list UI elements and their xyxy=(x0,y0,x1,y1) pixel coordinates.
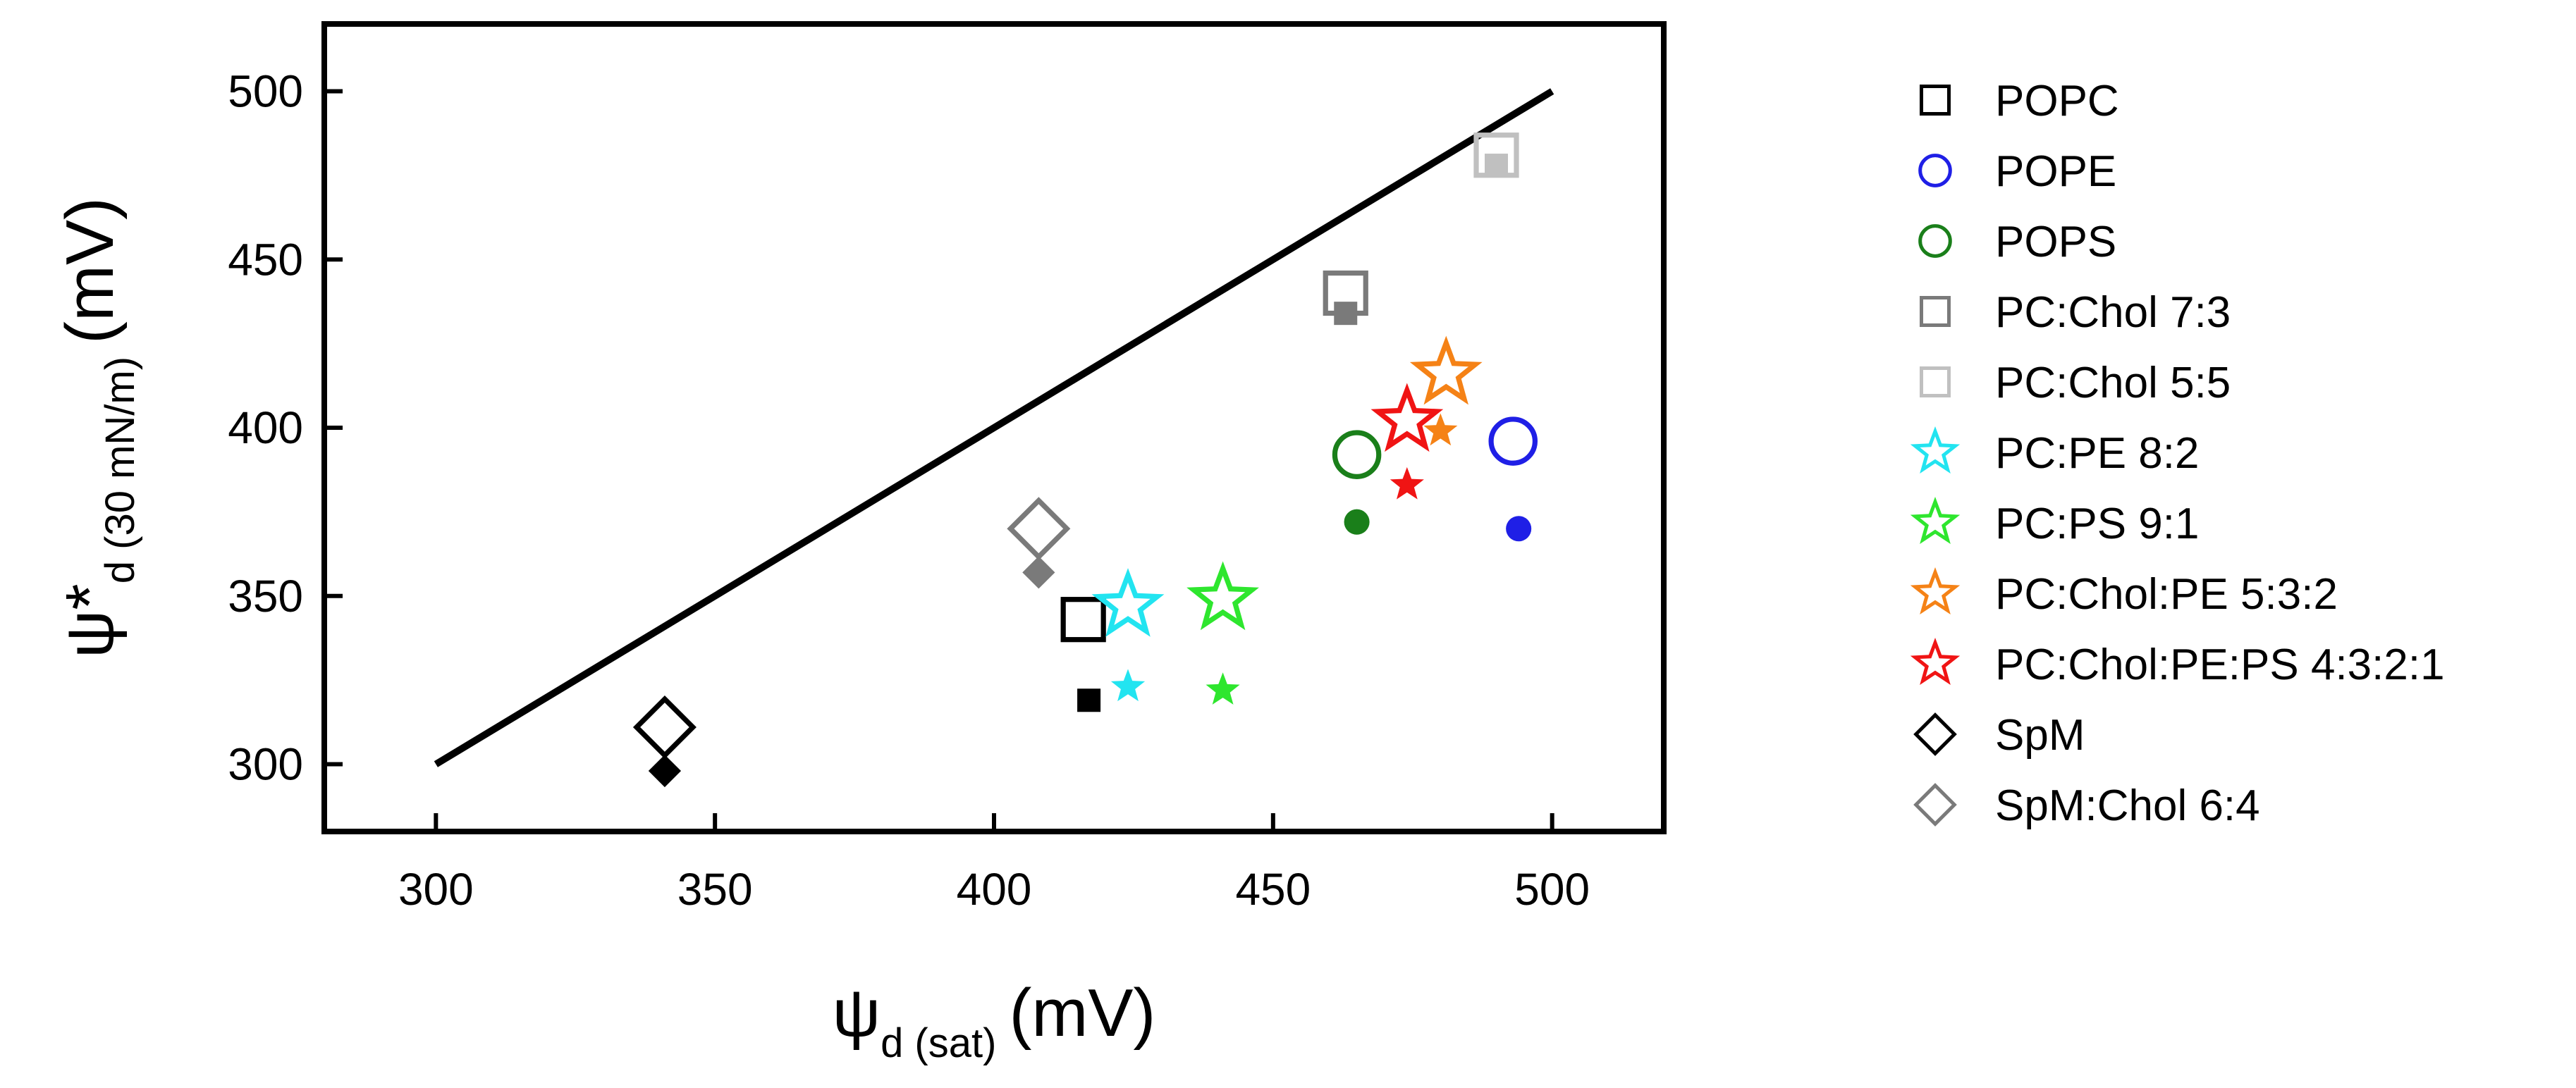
legend-label-pope: POPE xyxy=(1995,147,2116,196)
x-tick-label: 450 xyxy=(1235,864,1311,915)
point-filled-pope xyxy=(1506,516,1532,542)
data-markers xyxy=(632,132,1538,788)
y-axis-ticks: 300 350 400 450 500 xyxy=(228,66,343,790)
y-axis-title-symbol: ψ* xyxy=(52,583,128,658)
legend-label-pc-ps-9-1: PC:PS 9:1 xyxy=(1995,500,2199,548)
x-axis-title-symbol: ψ xyxy=(833,975,881,1051)
legend-label-pc-chol-pe-5-3-2: PC:Chol:PE 5:3:2 xyxy=(1995,570,2338,619)
point-open-pc-chol-pe-5-3-2 xyxy=(1409,335,1483,405)
legend-marker-spm xyxy=(1913,712,1957,756)
y-tick-label: 400 xyxy=(228,402,303,453)
y-tick-label: 500 xyxy=(228,66,303,117)
legend-marker-pc-chol-pe-ps-4-3-2-1 xyxy=(1910,637,1961,685)
legend-marker-pc-chol-7-3 xyxy=(1920,296,1951,327)
legend-label-pc-chol-pe-ps-4-3-2-1: PC:Chol:PE:PS 4:3:2:1 xyxy=(1995,641,2445,689)
legend-marker-spm-chol-6-4 xyxy=(1913,783,1957,827)
y-axis-title: ψ*d (30 mN/m) (mV) xyxy=(52,197,143,658)
legend-label-popc: POPC xyxy=(1995,77,2119,125)
point-filled-popc xyxy=(1077,688,1101,712)
point-open-spm xyxy=(632,695,697,759)
x-tick-label: 300 xyxy=(398,864,474,915)
legend-marker-pc-chol-pe-5-3-2 xyxy=(1910,567,1961,614)
point-filled-pc-chol-pe-5-3-2 xyxy=(1423,413,1458,446)
point-open-pope xyxy=(1488,416,1538,466)
point-filled-pops xyxy=(1344,509,1370,535)
legend-marker-pc-ps-9-1 xyxy=(1910,496,1961,544)
x-axis-title-subscript: d (sat) xyxy=(881,1020,996,1066)
legend-label-pc-pe-8-2: PC:PE 8:2 xyxy=(1995,429,2199,478)
point-open-pc-ps-9-1 xyxy=(1186,561,1259,631)
point-filled-pc-ps-9-1 xyxy=(1206,672,1240,705)
point-open-pc-chol-7-3 xyxy=(1323,270,1368,316)
legend-marker-pope xyxy=(1918,154,1952,187)
point-open-pc-chol-5-5 xyxy=(1473,132,1519,178)
x-tick-label: 350 xyxy=(677,864,753,915)
y-tick-label: 450 xyxy=(228,234,303,285)
reference-line-group xyxy=(434,88,1554,767)
x-axis-title-unit: (mV) xyxy=(1009,975,1155,1051)
point-open-spm-chol-6-4 xyxy=(1007,497,1071,561)
reference-line xyxy=(434,88,1554,767)
x-axis-title: ψd (sat) (mV) xyxy=(833,975,1156,1066)
y-tick-label: 300 xyxy=(228,739,303,790)
point-filled-spm xyxy=(648,754,682,788)
y-tick-label: 350 xyxy=(228,571,303,622)
x-axis-ticks: 300 350 400 450 500 xyxy=(398,813,1590,915)
point-filled-pc-chol-pe-ps-4-3-2-1 xyxy=(1390,466,1424,500)
legend-label-pc-chol-5-5: PC:Chol 5:5 xyxy=(1995,359,2231,407)
point-filled-pc-pe-8-2 xyxy=(1110,669,1146,702)
legend-label-spm: SpM xyxy=(1995,711,2085,760)
legend-marker-pc-pe-8-2 xyxy=(1910,426,1961,474)
point-open-pc-pe-8-2 xyxy=(1091,568,1165,637)
legend: POPC POPE POPS PC:Chol 7:3 PC:Chol 5:5 PC:PE … xyxy=(1910,77,2445,830)
legend-label-pops: POPS xyxy=(1995,218,2116,266)
x-tick-label: 400 xyxy=(957,864,1032,915)
y-axis-title-subscript: d (30 mN/m) xyxy=(97,357,143,583)
legend-marker-pops xyxy=(1918,224,1952,258)
point-open-pc-chol-pe-ps-4-3-2-1 xyxy=(1370,383,1444,452)
y-axis-title-unit: (mV) xyxy=(52,197,128,344)
x-tick-label: 500 xyxy=(1514,864,1590,915)
legend-label-pc-chol-7-3: PC:Chol 7:3 xyxy=(1995,288,2231,337)
legend-label-spm-chol-6-4: SpM:Chol 6:4 xyxy=(1995,781,2260,830)
legend-marker-pc-chol-5-5 xyxy=(1920,366,1951,397)
point-open-popc xyxy=(1060,597,1106,643)
legend-marker-popc xyxy=(1920,85,1951,116)
point-filled-spm-chol-6-4 xyxy=(1022,556,1055,589)
point-open-pops xyxy=(1332,430,1382,479)
